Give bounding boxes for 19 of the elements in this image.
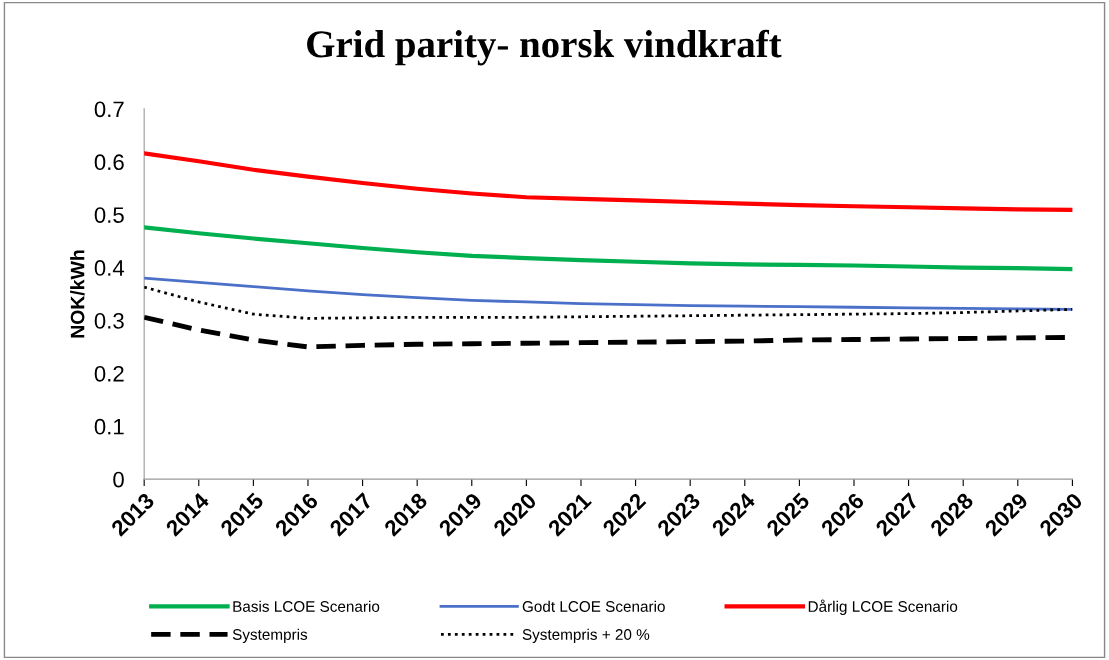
chart-title: Grid parity- norsk vindkraft — [307, 29, 782, 66]
y-tick-label: 0.6 — [94, 154, 124, 171]
y-axis-title: NOK/kWh — [70, 250, 85, 338]
legend-label: Systempris — [232, 628, 308, 643]
y-tick-label: 0.3 — [94, 313, 124, 329]
legend-label: Systempris + 20 % — [522, 628, 650, 643]
line-series — [144, 225, 1073, 272]
y-tick-label: 0.1 — [94, 418, 124, 435]
y-tick-label: 0.2 — [94, 365, 124, 382]
y-tick-label: 0.5 — [94, 207, 124, 223]
line-series — [144, 285, 1073, 320]
y-tick-label: 0 — [113, 471, 124, 488]
line-series — [144, 276, 1073, 311]
line-series — [144, 151, 1073, 213]
y-tick-label: 0.7 — [94, 101, 124, 118]
legend-label: Godt LCOE Scenario — [522, 600, 665, 612]
y-tick-label: 0.4 — [94, 260, 125, 276]
legend-label: Dårlig LCOE Scenario — [808, 599, 958, 615]
legend-label: Basis LCOE Scenario — [233, 600, 380, 612]
